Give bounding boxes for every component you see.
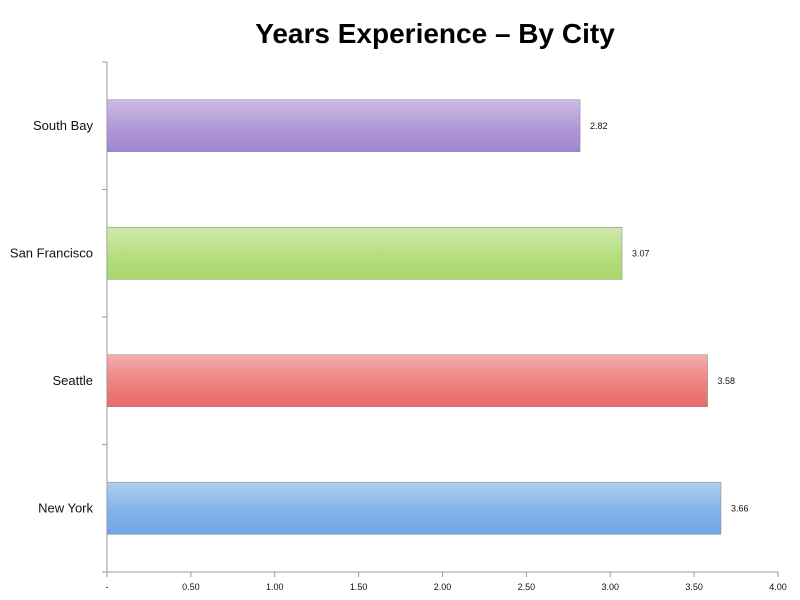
x-tick-label: 2.50 — [518, 582, 536, 592]
x-tick-label: 3.50 — [685, 582, 703, 592]
value-label: 3.07 — [632, 248, 650, 258]
chart-title: Years Experience – By City — [255, 18, 615, 49]
bar-south-bay — [106, 99, 581, 153]
category-label: San Francisco — [10, 245, 93, 260]
value-label: 3.66 — [731, 503, 749, 513]
category-label: South Bay — [33, 118, 93, 133]
x-tick-label: 0.50 — [182, 582, 200, 592]
bar-new-york — [106, 481, 722, 535]
x-tick-label: 1.50 — [350, 582, 368, 592]
bar-san-francisco — [106, 226, 623, 280]
category-label: New York — [38, 500, 93, 515]
bar-seattle — [106, 354, 708, 408]
x-tick-label: 2.00 — [434, 582, 452, 592]
category-label: Seattle — [53, 373, 93, 388]
labels-layer: - 0.50 1.00 1.50 2.00 2.50 3.00 3.50 4.00 South B… — [10, 118, 787, 592]
x-tick-label: - — [106, 582, 109, 592]
bars-layer — [106, 99, 722, 535]
x-tick-label: 1.00 — [266, 582, 284, 592]
value-label: 3.58 — [718, 376, 736, 386]
x-tick-label: 3.00 — [601, 582, 619, 592]
x-tick-label: 4.00 — [769, 582, 787, 592]
value-label: 2.82 — [590, 121, 608, 131]
